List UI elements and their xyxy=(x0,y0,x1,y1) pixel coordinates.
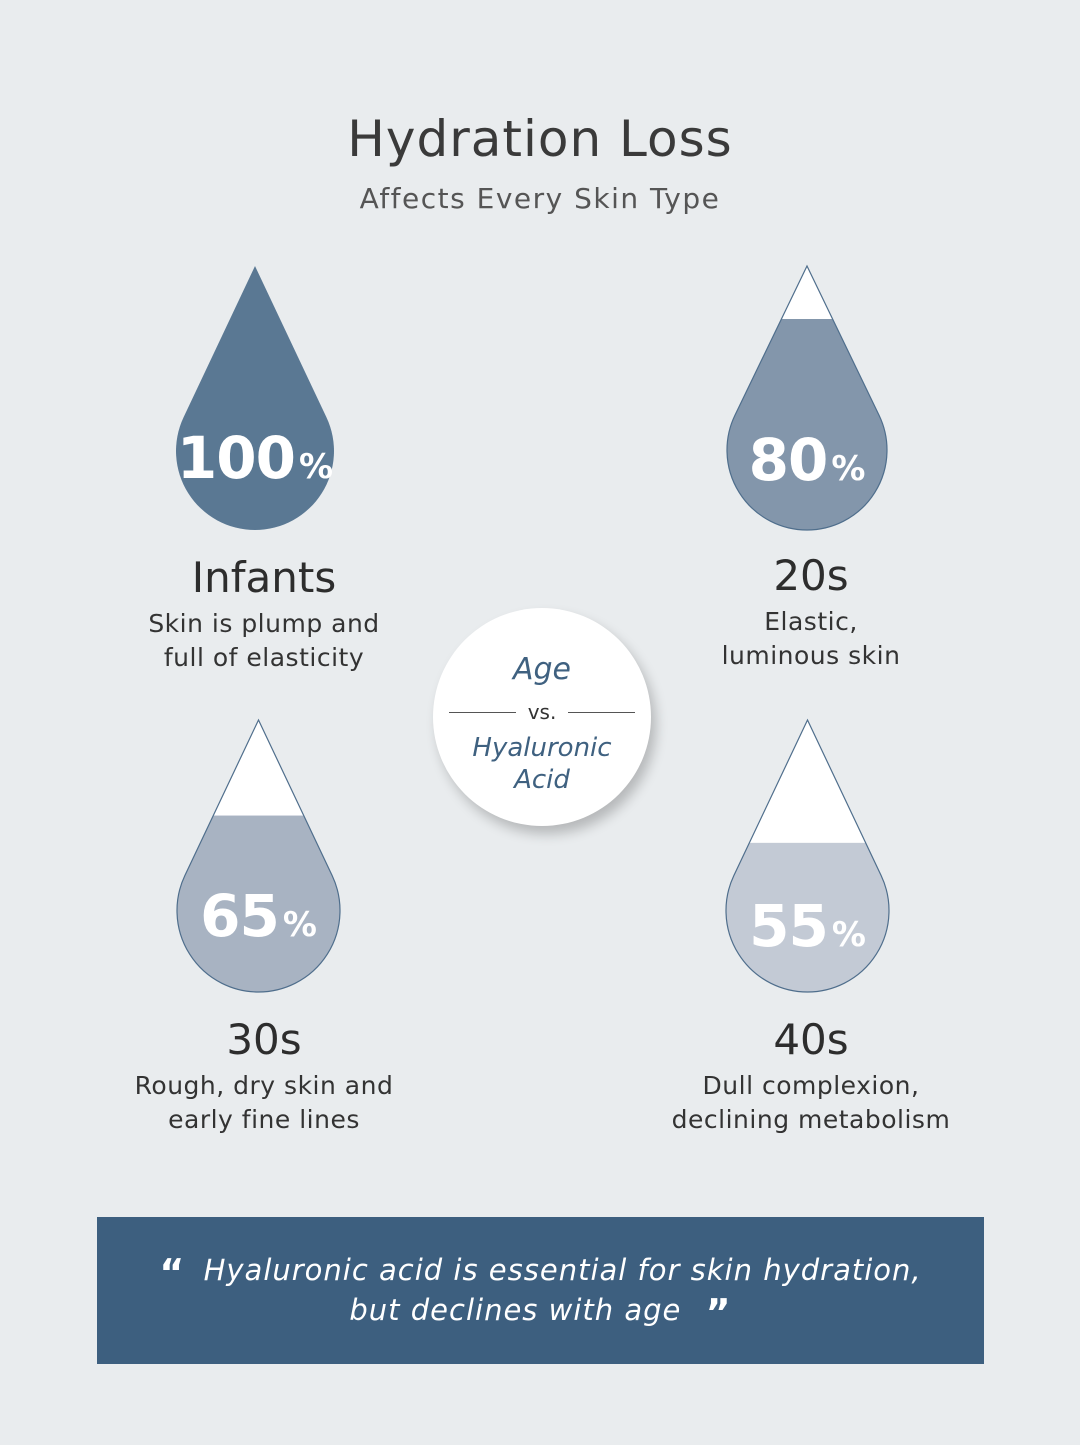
drop-outline xyxy=(176,718,341,993)
water-drop-icon xyxy=(176,718,341,993)
badge-age-text: Age xyxy=(512,652,572,687)
water-drop-icon xyxy=(726,264,888,531)
badge-acid-line: Acid xyxy=(514,765,570,795)
drop-30s: 65% xyxy=(176,718,341,993)
desc-line: declining metabolism xyxy=(671,1105,951,1134)
age-vs-hyaluronic-badge: Age vs. Hyaluronic Acid xyxy=(433,608,651,826)
close-quote-icon: ” xyxy=(705,1291,732,1335)
badge-hyaluronic-text: Hyaluronic Acid xyxy=(433,732,651,796)
percent-number: 80 xyxy=(748,426,829,494)
percent-sign: % xyxy=(831,449,866,489)
drop-fill-level xyxy=(725,842,889,992)
group-desc-40s: Dull complexion, declining metabolism xyxy=(621,1069,1001,1137)
group-desc-30s: Rough, dry skin and early fine lines xyxy=(84,1069,444,1137)
divider-line xyxy=(449,711,516,713)
percent-number: 65 xyxy=(200,882,280,950)
percent-value: 80% xyxy=(726,426,888,494)
drop-fill-level xyxy=(726,319,887,530)
desc-line: full of elasticity xyxy=(163,643,365,672)
badge-vs-text: vs. xyxy=(527,700,557,724)
drop-fill-level xyxy=(176,815,340,992)
desc-line: Elastic, xyxy=(764,607,858,636)
page-title: Hydration Loss xyxy=(347,110,733,168)
group-label-20s: 20s xyxy=(773,551,849,600)
water-drop-icon xyxy=(725,718,890,993)
open-quote-icon: “ xyxy=(159,1251,186,1295)
water-drop-icon xyxy=(175,266,335,530)
quote-line-1: “ Hyaluronic acid is essential for skin … xyxy=(97,1251,984,1295)
percent-number: 55 xyxy=(749,892,829,960)
percent-sign: % xyxy=(831,915,866,955)
drop-20s: 80% xyxy=(726,264,888,531)
desc-line: Rough, dry skin and xyxy=(134,1071,394,1100)
percent-value: 55% xyxy=(725,892,890,960)
group-desc-20s: Elastic, luminous skin xyxy=(641,605,981,673)
group-label-30s: 30s xyxy=(226,1015,302,1064)
percent-number: 100 xyxy=(176,424,296,492)
desc-line: luminous skin xyxy=(721,641,901,670)
percent-sign: % xyxy=(282,905,317,945)
percent-sign: % xyxy=(299,447,334,487)
desc-line: early fine lines xyxy=(168,1105,360,1134)
badge-hyaluronic-line: Hyaluronic xyxy=(472,733,612,763)
quote-banner: “ Hyaluronic acid is essential for skin … xyxy=(97,1217,984,1364)
quote-line-2: but declines with age ” xyxy=(97,1291,984,1335)
drop-outline xyxy=(726,264,888,531)
desc-line: Skin is plump and xyxy=(148,609,380,638)
group-desc-infants: Skin is plump and full of elasticity xyxy=(94,607,434,675)
group-label-40s: 40s xyxy=(773,1015,849,1064)
group-label-infants: Infants xyxy=(191,553,337,602)
quote-text-line-1: Hyaluronic acid is essential for skin hy… xyxy=(203,1253,922,1287)
percent-value: 100% xyxy=(175,424,335,492)
percent-value: 65% xyxy=(176,882,341,950)
divider-line xyxy=(568,711,635,713)
drop-infants: 100% xyxy=(175,266,335,531)
drop-outline xyxy=(725,718,890,993)
page-subtitle: Affects Every Skin Type xyxy=(359,182,721,215)
drop-40s: 55% xyxy=(725,718,890,993)
quote-text-line-2: but declines with age xyxy=(349,1293,682,1327)
desc-line: Dull complexion, xyxy=(702,1071,920,1100)
badge-vs-row: vs. xyxy=(449,700,635,724)
